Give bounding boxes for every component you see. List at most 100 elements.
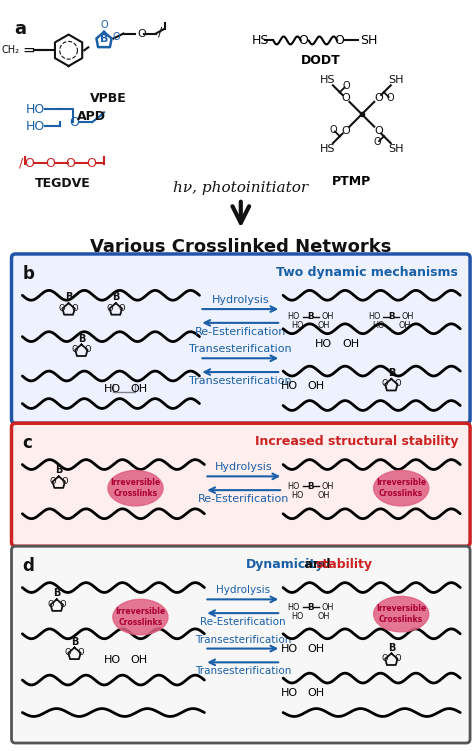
Text: Re-Esterification: Re-Esterification (195, 327, 286, 336)
Text: O: O (298, 34, 308, 47)
Text: B: B (307, 603, 314, 612)
Text: and: and (300, 558, 335, 571)
Text: Re-Esterification: Re-Esterification (200, 617, 285, 627)
Text: =: = (23, 43, 36, 58)
Text: B: B (307, 481, 314, 490)
FancyBboxPatch shape (11, 424, 470, 546)
Text: O: O (65, 157, 75, 170)
Text: SH: SH (389, 75, 404, 85)
Text: HS: HS (319, 75, 335, 85)
Text: HO: HO (104, 384, 121, 394)
Text: Various Crosslinked Networks: Various Crosslinked Networks (90, 238, 392, 256)
Text: DODT: DODT (301, 54, 340, 68)
Text: O: O (100, 20, 108, 30)
Text: Two dynamic mechanisms: Two dynamic mechanisms (276, 266, 458, 279)
Text: B: B (388, 368, 395, 378)
Text: Transesterification: Transesterification (194, 666, 291, 677)
Text: O: O (386, 93, 394, 104)
Text: OH: OH (402, 312, 414, 321)
Text: O: O (382, 379, 388, 388)
Text: stability: stability (315, 558, 372, 571)
Text: B: B (53, 588, 61, 599)
Text: O: O (86, 157, 96, 170)
Text: O: O (45, 157, 55, 170)
Text: O: O (59, 303, 65, 312)
Text: HO: HO (288, 603, 300, 612)
Text: O: O (394, 379, 401, 388)
Text: B: B (65, 292, 72, 302)
Text: HO: HO (291, 611, 303, 620)
Text: B: B (71, 637, 78, 647)
Text: OH: OH (308, 688, 325, 698)
Text: HS: HS (252, 34, 269, 47)
Text: O: O (72, 345, 78, 354)
Text: HS: HS (319, 143, 335, 154)
Text: O: O (78, 648, 84, 657)
Text: /: / (19, 157, 24, 170)
Text: APD: APD (76, 110, 105, 123)
Text: OH: OH (342, 339, 359, 348)
Text: HO: HO (291, 490, 303, 499)
FancyBboxPatch shape (11, 546, 470, 743)
Text: O: O (394, 654, 401, 663)
Ellipse shape (374, 470, 429, 506)
Text: O: O (72, 303, 78, 312)
Text: OH: OH (318, 611, 330, 620)
Text: SH: SH (389, 143, 404, 154)
Text: O: O (119, 303, 126, 312)
Text: OH: OH (130, 384, 148, 394)
Text: TEGDVE: TEGDVE (35, 177, 91, 190)
Text: c: c (22, 434, 32, 452)
Text: Dynamicity: Dynamicity (246, 558, 324, 571)
Text: O: O (342, 81, 350, 91)
Text: O: O (60, 600, 66, 609)
Text: O: O (84, 345, 91, 354)
Text: OH: OH (321, 481, 334, 490)
Text: Irreversible
Crosslinks: Irreversible Crosslinks (376, 605, 426, 624)
Text: HO: HO (281, 688, 298, 698)
Text: B: B (388, 312, 395, 321)
Text: O: O (374, 125, 383, 136)
Text: Irreversible
Crosslinks: Irreversible Crosslinks (376, 478, 426, 498)
Text: B: B (78, 333, 85, 343)
Text: Hydrolysis: Hydrolysis (215, 463, 273, 472)
Text: O: O (137, 29, 146, 38)
Text: OH: OH (321, 312, 334, 321)
Ellipse shape (374, 596, 429, 632)
Text: HO: HO (104, 656, 121, 665)
Text: HO: HO (315, 339, 332, 348)
Text: OH: OH (308, 381, 325, 391)
Text: HO: HO (25, 103, 45, 116)
Text: O: O (341, 92, 350, 103)
Text: O: O (112, 32, 120, 41)
Text: /: / (158, 25, 162, 38)
Text: HO: HO (288, 481, 300, 490)
Text: Re-Esterification: Re-Esterification (198, 494, 290, 504)
Text: a: a (15, 20, 27, 38)
Text: HO: HO (25, 119, 45, 132)
Text: OH: OH (318, 321, 330, 330)
Text: HO: HO (368, 312, 381, 321)
Text: O: O (374, 92, 383, 103)
Text: d: d (22, 557, 34, 575)
Text: Irreversible
Crosslinks: Irreversible Crosslinks (115, 608, 165, 627)
Text: OH: OH (399, 321, 411, 330)
Text: Increased structural stability: Increased structural stability (255, 435, 458, 448)
Text: Transesterification: Transesterification (194, 635, 291, 644)
Text: O: O (62, 477, 68, 486)
Text: B: B (388, 643, 395, 653)
Text: b: b (22, 265, 34, 283)
Text: CH₂: CH₂ (1, 45, 19, 56)
Text: O: O (382, 654, 388, 663)
Text: OH: OH (318, 490, 330, 499)
Text: Hydrolysis: Hydrolysis (211, 295, 269, 305)
Text: O: O (70, 116, 80, 128)
Text: B: B (100, 35, 108, 44)
Text: Transesterification: Transesterification (189, 345, 292, 354)
Text: VPBE: VPBE (90, 92, 126, 104)
Text: OH: OH (321, 603, 334, 612)
Text: HO: HO (288, 312, 300, 321)
Text: HO: HO (281, 644, 298, 653)
Text: O: O (374, 137, 382, 147)
Text: O: O (334, 34, 344, 47)
